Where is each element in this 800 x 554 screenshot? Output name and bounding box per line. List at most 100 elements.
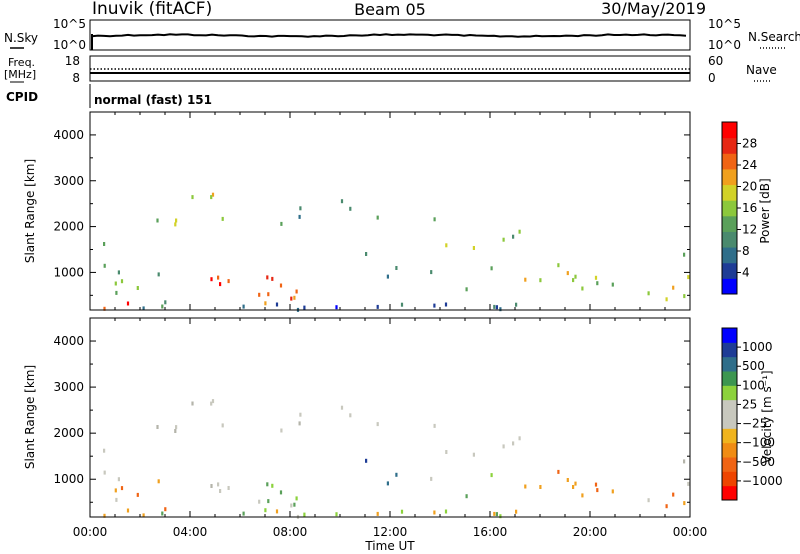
heatmap-cell	[557, 263, 560, 268]
nsky-trace	[91, 33, 687, 38]
heatmap-cell	[164, 507, 167, 512]
heatmap-cell	[210, 277, 213, 282]
heatmap-cell	[594, 275, 598, 280]
heatmap-cell	[574, 274, 577, 279]
y-tick-label: 1000	[53, 472, 84, 486]
heatmap-cell	[191, 195, 194, 200]
heatmap-cell	[217, 482, 220, 487]
power-frame	[89, 111, 691, 311]
cpid-value: normal (fast) 151	[94, 93, 212, 107]
heatmap-cell	[103, 448, 106, 453]
heatmap-cell	[264, 508, 267, 513]
heatmap-cell	[295, 289, 298, 294]
colorbar-tick-label: 8	[742, 244, 750, 258]
x-axis-label: Time UT	[364, 539, 415, 553]
heatmap-cell	[430, 476, 433, 481]
heatmap-cell	[258, 292, 261, 297]
cpid-label: CPID	[6, 90, 38, 104]
heatmap-cell	[340, 199, 344, 204]
colorbar-tick-label: 12	[742, 223, 757, 237]
heatmap-cell	[472, 452, 475, 457]
heatmap-cell	[572, 278, 575, 283]
heatmap-cell	[672, 285, 675, 290]
heatmap-cell	[174, 222, 177, 227]
heatmap-cell	[518, 229, 521, 234]
heatmap-cell	[136, 492, 139, 497]
heatmap-cell	[518, 436, 521, 441]
heatmap-cell	[376, 304, 379, 309]
heatmap-cell	[581, 286, 584, 291]
colorbar-swatch	[722, 262, 737, 279]
heatmap-cell	[512, 234, 515, 239]
colorbar-swatch	[722, 414, 737, 429]
heatmap-cell	[298, 421, 301, 426]
heatmap-cell	[126, 508, 130, 513]
heatmap-cell	[594, 482, 598, 487]
heatmap-cell	[566, 271, 569, 276]
heatmap-cell	[445, 450, 448, 454]
heatmap-cell	[376, 422, 379, 427]
heatmap-cell	[221, 216, 224, 221]
colorbar-tick-label: −1000	[742, 474, 783, 488]
nsearch-tick-top: 10^5	[708, 17, 741, 31]
heatmap-cell	[490, 266, 493, 271]
heatmap-cell	[395, 266, 398, 270]
heatmap-cell	[298, 214, 301, 219]
colorbar-swatch	[722, 356, 737, 372]
heatmap-cell	[335, 512, 338, 517]
colorbar-swatch	[722, 215, 737, 232]
heatmap-cell	[279, 490, 283, 495]
heatmap-cell	[495, 305, 498, 310]
heatmap-cell	[103, 306, 106, 311]
heatmap-cell	[115, 497, 118, 502]
heatmap-cell	[258, 499, 261, 504]
heatmap-cell	[430, 270, 433, 275]
heatmap-cell	[219, 282, 222, 287]
heatmap-cell	[142, 306, 145, 311]
nave-tick-bottom: 0	[708, 71, 716, 85]
heatmap-cell	[349, 206, 352, 211]
heatmap-cell	[365, 458, 368, 463]
heatmap-cell	[386, 274, 389, 279]
heatmap-cell	[267, 292, 270, 297]
colorbar-tick-label: −100	[742, 436, 775, 450]
freq-unit-label: [MHz]	[4, 68, 36, 81]
heatmap-cell	[120, 486, 124, 491]
power-ylabel: Slant Range [km]	[23, 159, 37, 263]
heatmap-cell	[275, 509, 279, 514]
velocity-ylabel: Slant Range [km]	[23, 365, 37, 469]
heatmap-cell	[174, 429, 177, 433]
colorbar-swatch	[722, 184, 737, 201]
colorbar-swatch	[722, 328, 737, 343]
heatmap-cell	[365, 252, 368, 256]
heatmap-cell	[275, 302, 279, 307]
heatmap-cell	[175, 425, 178, 430]
station-title: Inuvik (fitACF)	[92, 0, 212, 19]
heatmap-cell	[665, 504, 668, 509]
heatmap-cell	[433, 303, 436, 308]
date-title: 30/May/2019	[601, 0, 706, 18]
heatmap-cell	[210, 195, 213, 200]
heatmap-cell	[395, 472, 398, 477]
heatmap-cell	[103, 513, 106, 518]
colorbar-swatch	[722, 231, 737, 248]
nsky-tick-bottom: 10^0	[53, 38, 86, 52]
x-tick-label: 12:00	[373, 525, 408, 539]
heatmap-cell	[271, 276, 274, 281]
heatmap-cell	[210, 401, 213, 406]
nave-tick-top: 60	[708, 54, 723, 68]
heatmap-cell	[490, 473, 493, 478]
colorbar-swatch	[722, 278, 737, 295]
colorbar-swatch	[722, 442, 737, 458]
heatmap-cell	[266, 275, 269, 280]
colorbar-tick-label: 20	[742, 180, 757, 194]
freq-panel: Freq. [MHz] 18 8 60 0 Nave	[4, 54, 777, 85]
heatmap-cell	[267, 499, 270, 504]
colorbar-swatch	[722, 371, 737, 386]
heatmap-cell	[161, 511, 164, 516]
nsky-panel: N.Sky 10^5 10^0 10^5 10^0 N.Search	[4, 17, 800, 52]
y-tick-label: 2000	[53, 426, 84, 440]
heatmap-cell	[433, 217, 436, 222]
heatmap-cell	[566, 478, 569, 482]
